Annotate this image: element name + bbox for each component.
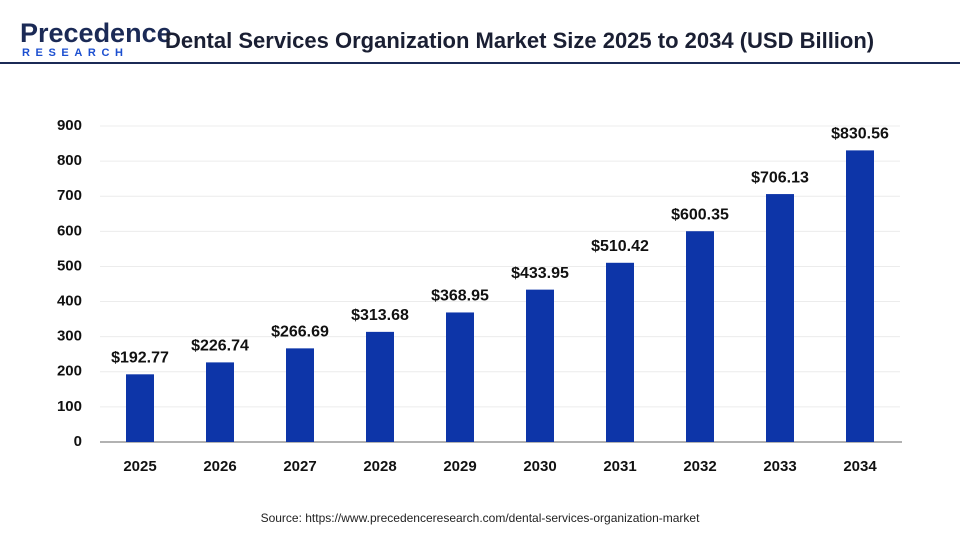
value-label: $510.42 <box>591 238 649 255</box>
bar <box>606 262 634 442</box>
chart-title: Dental Services Organization Market Size… <box>165 28 874 53</box>
value-label: $313.68 <box>351 307 409 324</box>
x-tick-label: 2034 <box>843 458 877 475</box>
x-tick-label: 2033 <box>763 458 796 475</box>
bar <box>686 231 714 442</box>
y-tick-label: 900 <box>57 117 82 134</box>
value-label: $600.35 <box>671 206 729 223</box>
y-tick-label: 800 <box>57 152 82 169</box>
x-tick-label: 2026 <box>203 458 236 475</box>
bar <box>206 362 234 442</box>
bar <box>766 194 794 442</box>
value-label: $226.74 <box>191 338 249 355</box>
logo-name: Precedence <box>20 18 172 48</box>
y-tick-label: 700 <box>57 187 82 204</box>
source: Source: https://www.precedenceresearch.c… <box>261 511 701 525</box>
bar <box>286 348 314 442</box>
y-tick-label: 200 <box>57 363 82 380</box>
y-tick-label: 500 <box>57 257 82 274</box>
bar <box>446 312 474 442</box>
value-label: $706.13 <box>751 169 809 186</box>
x-tick-label: 2030 <box>523 458 556 475</box>
bar <box>846 150 874 442</box>
x-tick-label: 2027 <box>283 458 316 475</box>
value-label: $266.69 <box>271 324 329 341</box>
y-tick-label: 0 <box>74 433 82 450</box>
value-label: $830.56 <box>831 126 889 143</box>
bar <box>366 331 394 442</box>
y-tick-label: 100 <box>57 398 82 415</box>
value-label: $368.95 <box>431 288 489 305</box>
y-tick-label: 300 <box>57 328 82 345</box>
bar <box>526 289 554 442</box>
logo-tagline: RESEARCH <box>22 47 129 59</box>
value-label: $433.95 <box>511 265 569 282</box>
bar <box>126 374 154 442</box>
x-tick-label: 2032 <box>683 458 716 475</box>
value-label: $192.77 <box>111 350 169 367</box>
x-tick-label: 2031 <box>603 458 636 475</box>
y-tick-label: 600 <box>57 222 82 239</box>
x-tick-label: 2025 <box>123 458 156 475</box>
x-tick-label: 2029 <box>443 458 476 475</box>
x-tick-label: 2028 <box>363 458 396 475</box>
y-tick-label: 400 <box>57 293 82 310</box>
